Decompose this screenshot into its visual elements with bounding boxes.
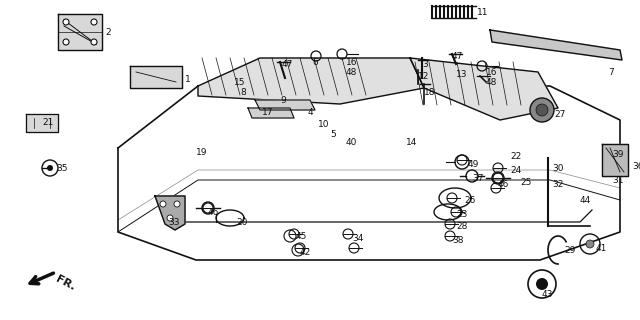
Text: 13: 13	[456, 70, 467, 79]
Text: 38: 38	[452, 236, 463, 245]
Text: 20: 20	[236, 218, 248, 227]
Text: 18: 18	[424, 88, 435, 97]
Text: 35: 35	[56, 164, 67, 173]
Text: 25: 25	[520, 178, 531, 187]
Polygon shape	[602, 144, 628, 176]
Text: 46: 46	[498, 180, 509, 189]
Circle shape	[91, 19, 97, 25]
Polygon shape	[155, 196, 185, 230]
Circle shape	[91, 39, 97, 45]
Text: 4: 4	[308, 108, 314, 117]
Text: 27: 27	[554, 110, 565, 119]
Polygon shape	[198, 58, 424, 104]
Text: 43: 43	[542, 290, 554, 299]
Text: 48: 48	[486, 78, 497, 87]
Text: 19: 19	[196, 148, 207, 157]
Circle shape	[160, 201, 166, 207]
Text: 36: 36	[632, 162, 640, 171]
Text: 26: 26	[464, 196, 476, 205]
Polygon shape	[410, 58, 558, 120]
Text: 11: 11	[477, 8, 488, 17]
Text: 5: 5	[330, 130, 336, 139]
Text: 9: 9	[280, 96, 285, 105]
Text: 1: 1	[185, 75, 191, 84]
Polygon shape	[248, 108, 294, 118]
Text: 24: 24	[510, 166, 521, 175]
Text: 10: 10	[318, 120, 330, 129]
Text: 29: 29	[564, 246, 575, 255]
Text: 16: 16	[486, 68, 497, 77]
Text: 21: 21	[42, 118, 53, 127]
Text: 23: 23	[456, 210, 467, 219]
Circle shape	[530, 98, 554, 122]
Text: 3: 3	[422, 60, 428, 69]
Circle shape	[167, 215, 173, 221]
Text: 41: 41	[596, 244, 607, 253]
Text: 17: 17	[262, 108, 273, 117]
Text: 42: 42	[300, 248, 311, 257]
Text: 45: 45	[296, 232, 307, 241]
Text: 30: 30	[552, 164, 563, 173]
Text: 22: 22	[510, 152, 521, 161]
Text: 44: 44	[580, 196, 591, 205]
Text: 37: 37	[472, 174, 483, 183]
Circle shape	[63, 39, 69, 45]
Polygon shape	[118, 86, 620, 260]
Text: 31: 31	[612, 176, 623, 185]
Text: 6: 6	[312, 58, 317, 67]
Text: 47: 47	[452, 52, 463, 61]
Circle shape	[174, 201, 180, 207]
Polygon shape	[26, 114, 58, 132]
Circle shape	[536, 278, 548, 290]
Text: 32: 32	[552, 180, 563, 189]
Text: 34: 34	[352, 234, 364, 243]
Text: 40: 40	[346, 138, 357, 147]
Circle shape	[63, 19, 69, 25]
Circle shape	[586, 240, 594, 248]
Text: 49: 49	[468, 160, 479, 169]
Text: FR.: FR.	[54, 274, 77, 292]
Text: 15: 15	[234, 78, 246, 87]
Text: 2: 2	[105, 28, 111, 37]
Text: 16: 16	[346, 58, 358, 67]
Circle shape	[47, 165, 53, 171]
Text: 8: 8	[240, 88, 246, 97]
Polygon shape	[255, 100, 315, 110]
Text: 28: 28	[456, 222, 467, 231]
Text: 47: 47	[282, 60, 293, 69]
Text: 14: 14	[406, 138, 417, 147]
Text: 39: 39	[612, 150, 623, 159]
Circle shape	[536, 104, 548, 116]
Text: 7: 7	[608, 68, 614, 77]
Text: 48: 48	[346, 68, 357, 77]
Polygon shape	[58, 14, 102, 50]
Text: 12: 12	[418, 72, 429, 81]
Circle shape	[42, 160, 58, 176]
Text: 33: 33	[168, 218, 179, 227]
Polygon shape	[490, 30, 622, 60]
Text: 46: 46	[208, 208, 220, 217]
Polygon shape	[130, 66, 182, 88]
